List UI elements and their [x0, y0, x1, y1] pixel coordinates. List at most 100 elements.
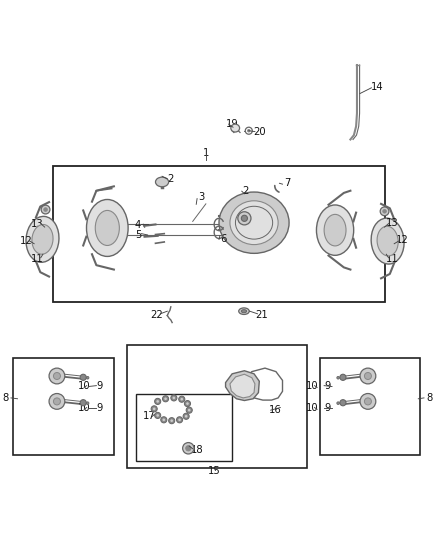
Circle shape [169, 418, 175, 424]
Ellipse shape [230, 201, 278, 245]
Circle shape [162, 395, 169, 402]
Text: 7: 7 [284, 178, 290, 188]
Circle shape [183, 413, 189, 419]
Ellipse shape [32, 224, 53, 254]
Circle shape [383, 209, 386, 213]
Bar [127, 345, 307, 468]
Circle shape [173, 397, 175, 399]
Text: 4: 4 [135, 220, 141, 230]
Circle shape [49, 393, 65, 409]
Circle shape [53, 398, 60, 405]
Circle shape [340, 374, 346, 381]
Circle shape [186, 446, 191, 451]
Bar [53, 166, 385, 302]
Circle shape [360, 393, 376, 409]
Ellipse shape [241, 310, 247, 313]
Text: 21: 21 [255, 310, 268, 320]
Circle shape [186, 402, 189, 405]
Text: 11: 11 [31, 254, 44, 264]
Text: 9: 9 [325, 381, 331, 391]
Text: 9: 9 [97, 402, 103, 413]
Ellipse shape [86, 199, 128, 256]
Circle shape [186, 407, 192, 413]
Circle shape [180, 398, 183, 400]
Circle shape [156, 414, 159, 417]
Text: 11: 11 [385, 254, 399, 264]
Circle shape [183, 442, 194, 454]
Text: 13: 13 [31, 219, 43, 229]
Circle shape [360, 368, 376, 384]
Circle shape [188, 409, 191, 411]
Circle shape [151, 406, 157, 412]
Ellipse shape [324, 214, 346, 246]
Text: 22: 22 [150, 310, 163, 320]
Text: 16: 16 [268, 405, 282, 415]
Text: 8: 8 [2, 393, 8, 403]
Ellipse shape [239, 308, 249, 314]
PathPatch shape [230, 374, 255, 398]
Circle shape [364, 398, 371, 405]
Text: 13: 13 [386, 217, 398, 228]
Circle shape [164, 398, 167, 400]
Circle shape [153, 408, 155, 410]
Text: 10: 10 [78, 402, 90, 413]
Circle shape [337, 402, 339, 405]
Text: 10: 10 [78, 381, 90, 391]
Bar [13, 359, 114, 455]
Circle shape [44, 208, 47, 211]
Text: 1: 1 [203, 148, 209, 158]
Text: 3: 3 [198, 192, 205, 203]
Ellipse shape [316, 205, 354, 255]
Circle shape [364, 373, 371, 379]
Circle shape [155, 398, 161, 405]
Circle shape [86, 402, 89, 405]
Text: 8: 8 [426, 393, 432, 403]
Text: 17: 17 [142, 411, 155, 421]
Text: 12: 12 [20, 236, 33, 246]
Circle shape [161, 417, 167, 423]
Ellipse shape [231, 124, 240, 132]
Circle shape [86, 376, 89, 379]
Ellipse shape [371, 218, 404, 264]
Text: 5: 5 [135, 230, 141, 239]
Circle shape [80, 400, 86, 406]
Circle shape [179, 396, 185, 402]
Bar [320, 359, 420, 455]
Ellipse shape [155, 177, 169, 187]
Circle shape [156, 400, 159, 403]
Ellipse shape [219, 192, 289, 253]
Text: 20: 20 [253, 127, 265, 136]
Bar [136, 393, 232, 462]
Circle shape [41, 205, 50, 214]
Circle shape [340, 400, 346, 406]
Circle shape [241, 215, 247, 221]
Text: 2: 2 [168, 174, 174, 184]
Text: 9: 9 [325, 402, 331, 413]
Ellipse shape [95, 211, 119, 246]
Text: 9: 9 [97, 381, 103, 391]
Text: 2: 2 [242, 186, 248, 196]
Circle shape [49, 368, 65, 384]
Text: 10: 10 [306, 381, 318, 391]
Circle shape [178, 418, 181, 421]
Text: 6: 6 [220, 235, 226, 244]
Circle shape [337, 376, 339, 379]
Circle shape [53, 373, 60, 379]
Text: 12: 12 [396, 235, 409, 245]
Text: 19: 19 [226, 119, 239, 129]
Circle shape [380, 207, 389, 216]
Ellipse shape [26, 216, 59, 262]
Circle shape [155, 413, 161, 418]
Text: 14: 14 [371, 82, 384, 92]
Text: 15: 15 [208, 466, 221, 477]
Circle shape [247, 129, 251, 133]
Circle shape [171, 395, 177, 401]
Circle shape [80, 374, 86, 381]
Circle shape [185, 415, 187, 418]
PathPatch shape [226, 371, 259, 400]
Circle shape [170, 419, 173, 422]
Text: 18: 18 [191, 445, 203, 455]
Circle shape [184, 400, 191, 407]
Ellipse shape [377, 226, 398, 256]
Circle shape [177, 417, 183, 423]
